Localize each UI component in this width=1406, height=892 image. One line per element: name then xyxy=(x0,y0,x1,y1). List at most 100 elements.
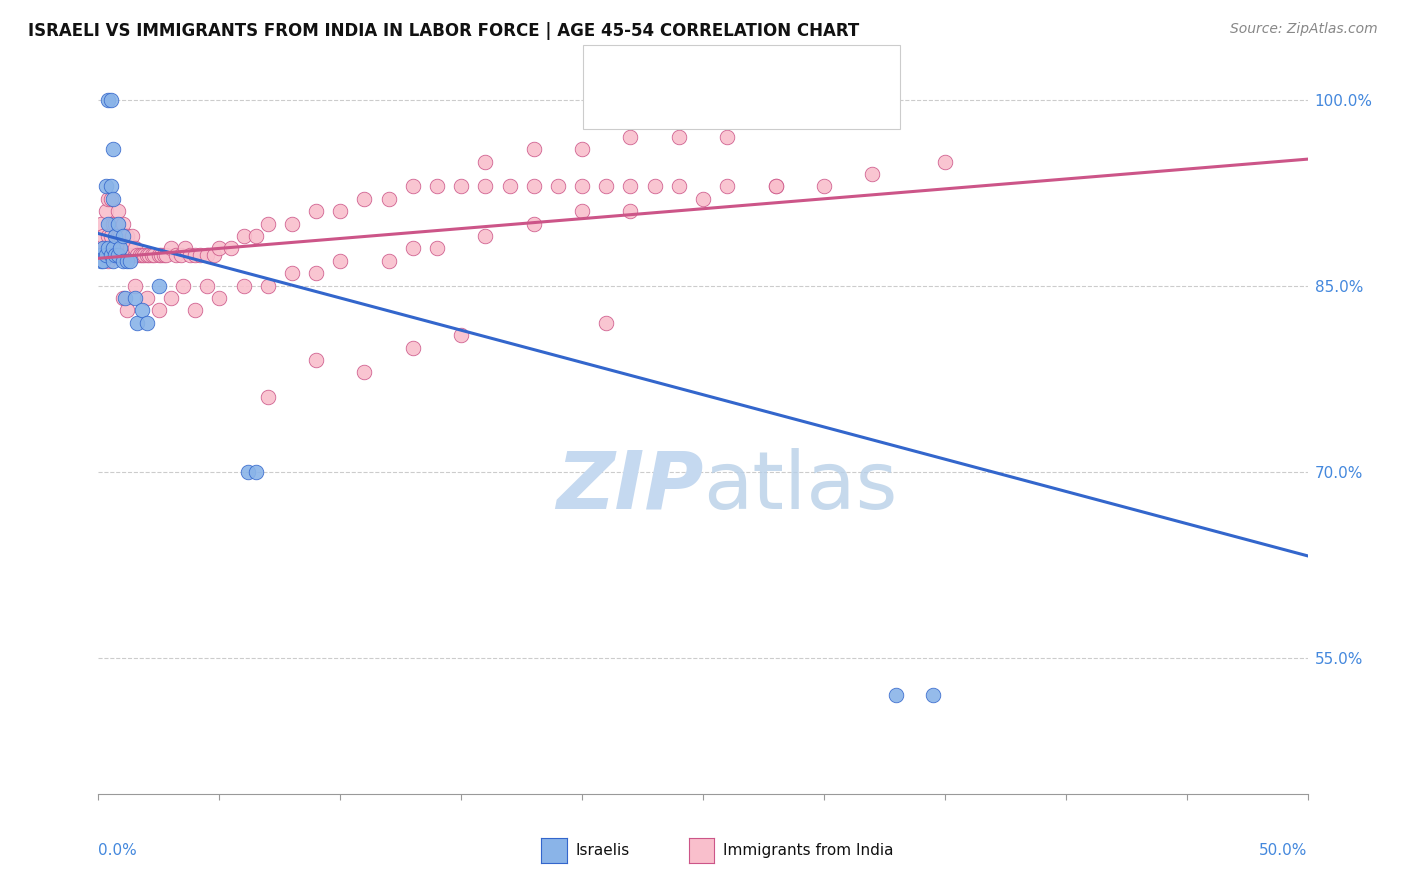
Point xyxy=(281,266,304,280)
Point xyxy=(148,303,170,318)
Point xyxy=(117,247,139,261)
Point xyxy=(135,316,157,330)
Point xyxy=(111,229,134,244)
Point xyxy=(256,217,278,231)
Point xyxy=(256,390,278,404)
Point xyxy=(547,179,569,194)
Point xyxy=(474,179,496,194)
Point xyxy=(104,247,127,261)
Point xyxy=(104,241,127,255)
Point xyxy=(114,291,136,305)
Point xyxy=(111,253,134,268)
Point xyxy=(111,241,134,255)
Point xyxy=(232,229,254,244)
Text: R =  -0.456: R = -0.456 xyxy=(640,62,727,76)
Point xyxy=(143,247,166,261)
Point xyxy=(91,241,114,255)
Point xyxy=(921,688,943,702)
Point xyxy=(131,247,153,261)
Point xyxy=(111,247,134,261)
Point xyxy=(426,241,449,255)
Text: Israelis: Israelis xyxy=(575,844,630,858)
Point xyxy=(101,253,124,268)
Point xyxy=(94,241,117,255)
Point xyxy=(595,316,617,330)
Point xyxy=(165,247,187,261)
Point xyxy=(184,247,207,261)
Point xyxy=(117,229,139,244)
Point xyxy=(101,192,124,206)
Point xyxy=(138,247,160,261)
Point xyxy=(97,241,120,255)
Point xyxy=(124,278,146,293)
Point xyxy=(90,253,112,268)
Point xyxy=(160,291,183,305)
Text: ZIP: ZIP xyxy=(555,448,703,525)
Point xyxy=(571,179,593,194)
Text: ISRAELI VS IMMIGRANTS FROM INDIA IN LABOR FORCE | AGE 45-54 CORRELATION CHART: ISRAELI VS IMMIGRANTS FROM INDIA IN LABO… xyxy=(28,22,859,40)
Point xyxy=(619,179,641,194)
Text: N =  35: N = 35 xyxy=(734,62,792,76)
Point xyxy=(134,247,156,261)
Point xyxy=(97,93,120,107)
Point xyxy=(221,241,243,255)
Point xyxy=(523,142,546,156)
Point xyxy=(108,241,131,255)
Point xyxy=(91,241,114,255)
Text: Source: ZipAtlas.com: Source: ZipAtlas.com xyxy=(1230,22,1378,37)
Point xyxy=(148,247,170,261)
Point xyxy=(169,247,191,261)
Point xyxy=(101,241,124,255)
Point xyxy=(179,247,201,261)
Point xyxy=(107,247,129,261)
Point xyxy=(644,179,666,194)
Point xyxy=(114,229,136,244)
Point xyxy=(208,291,231,305)
Point xyxy=(90,217,112,231)
Point xyxy=(114,247,136,261)
Point xyxy=(141,247,163,261)
Point xyxy=(305,266,328,280)
Point xyxy=(91,229,114,244)
Point xyxy=(150,247,173,261)
Point xyxy=(377,192,399,206)
Point xyxy=(117,303,139,318)
Point xyxy=(474,229,496,244)
Point xyxy=(934,154,956,169)
Point xyxy=(619,204,641,219)
Point xyxy=(238,465,260,479)
Point xyxy=(329,204,352,219)
Text: Immigrants from India: Immigrants from India xyxy=(723,844,893,858)
Point xyxy=(94,247,117,261)
Point xyxy=(305,353,328,368)
Point xyxy=(402,179,425,194)
Point xyxy=(127,247,149,261)
Point xyxy=(174,241,197,255)
Point xyxy=(100,247,122,261)
Point xyxy=(188,247,211,261)
Point xyxy=(402,341,425,355)
Point xyxy=(111,217,134,231)
Point xyxy=(195,278,218,293)
Point xyxy=(160,241,183,255)
Point xyxy=(353,365,375,379)
Point xyxy=(256,278,278,293)
Point xyxy=(94,204,117,219)
Text: 0.0%: 0.0% xyxy=(98,843,138,858)
Point xyxy=(595,179,617,194)
Point xyxy=(101,142,124,156)
Point xyxy=(118,247,141,261)
Point xyxy=(94,179,117,194)
Point xyxy=(813,179,835,194)
Point xyxy=(152,247,174,261)
Point xyxy=(101,241,124,255)
Point xyxy=(860,167,883,181)
Point xyxy=(619,129,641,144)
Point xyxy=(668,179,690,194)
Point xyxy=(402,241,425,255)
Point xyxy=(765,179,787,194)
Point xyxy=(124,247,146,261)
Point xyxy=(668,129,690,144)
Point xyxy=(155,247,177,261)
Point xyxy=(107,204,129,219)
